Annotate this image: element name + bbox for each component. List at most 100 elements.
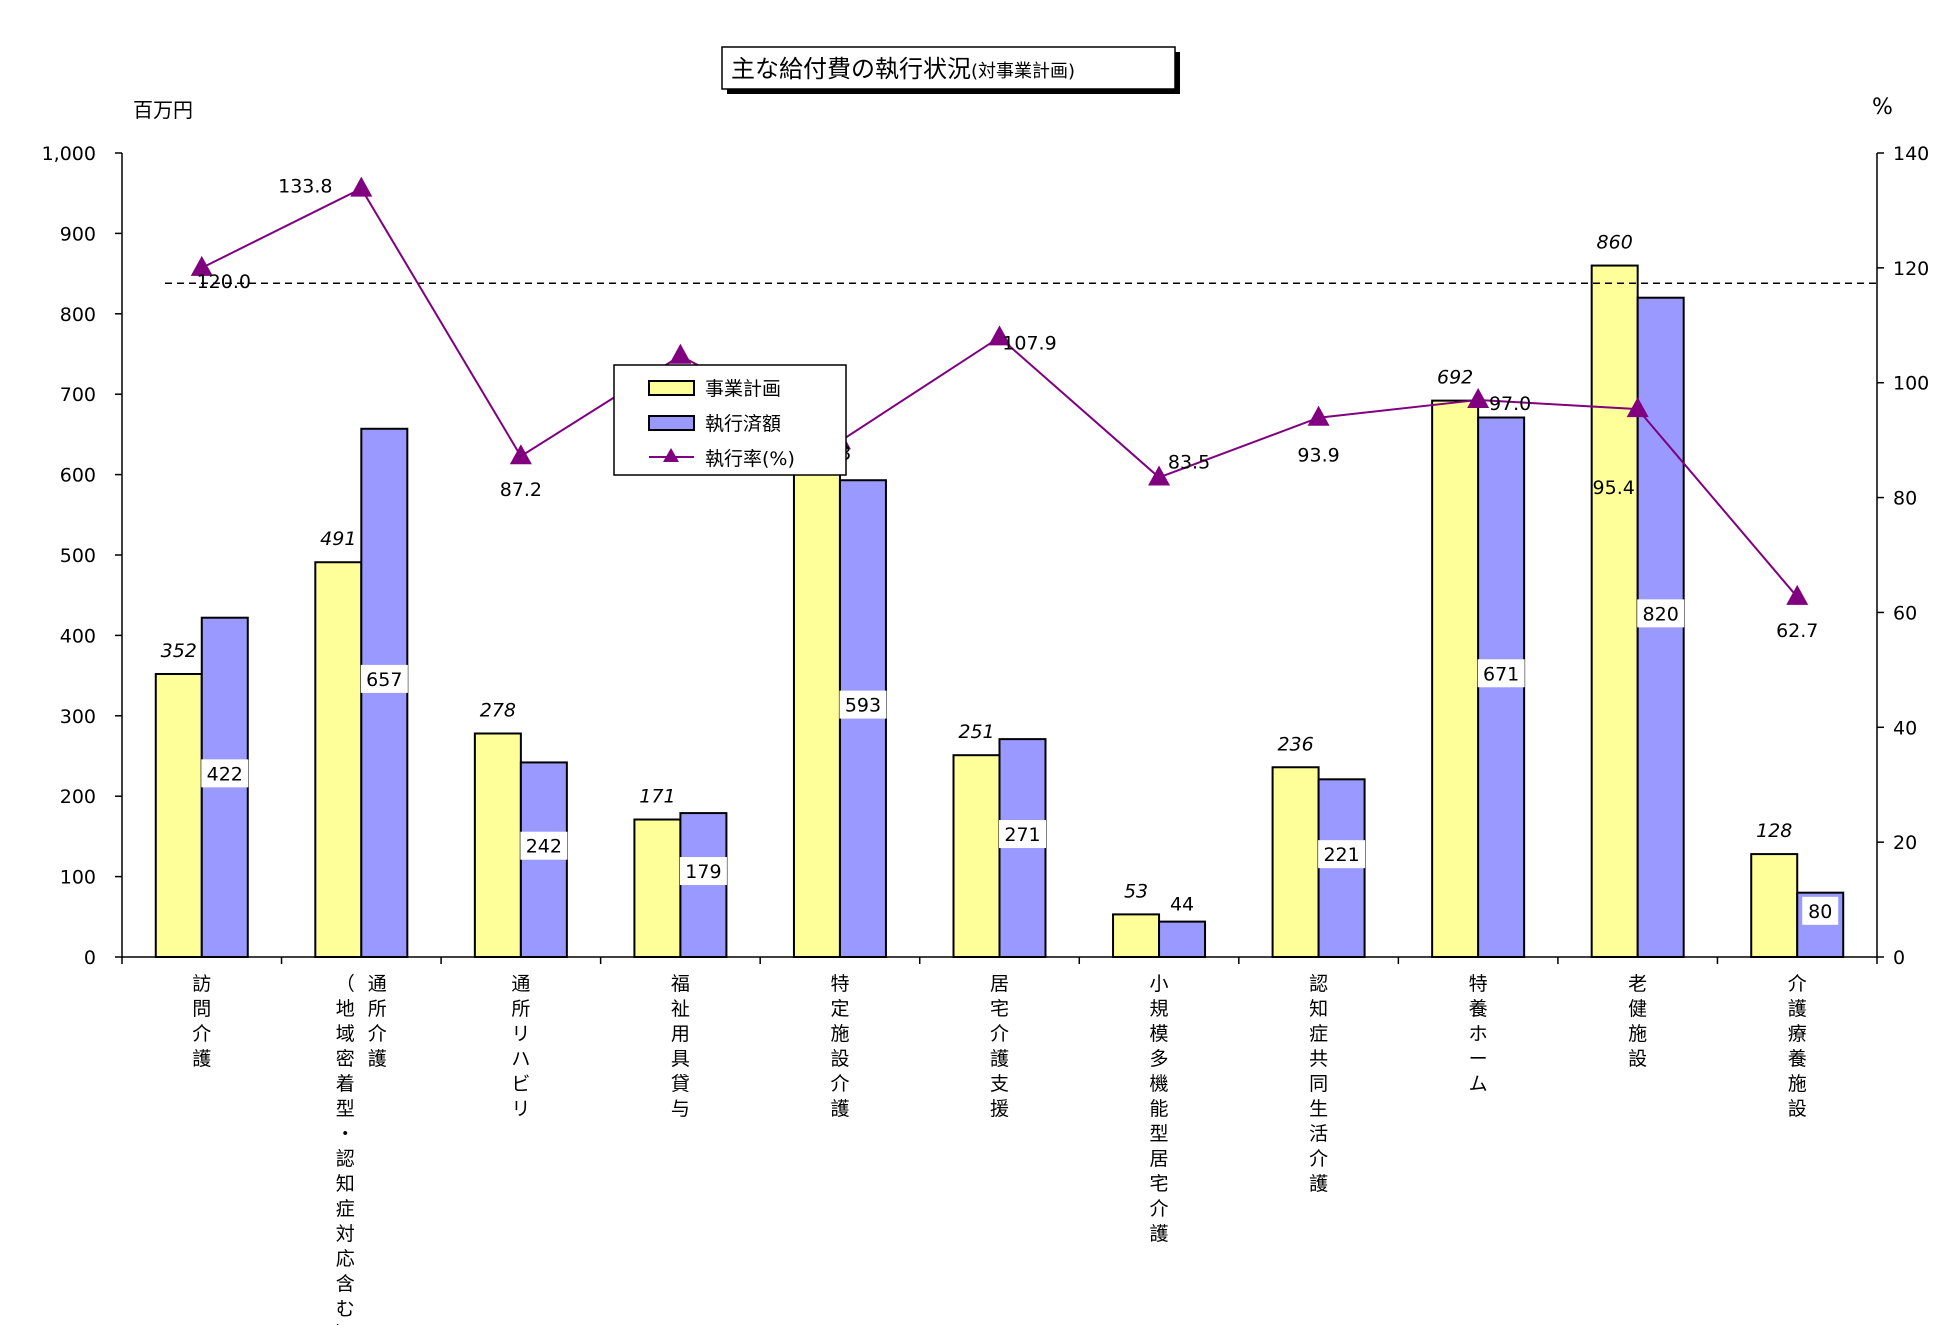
legend-swatch-executed [648, 415, 695, 431]
rate-marker [1467, 387, 1490, 408]
exec-label-bg [201, 759, 249, 788]
exec-label-bg [360, 664, 408, 693]
exec-value-label: 671 [1483, 663, 1519, 685]
exec-value-label: 44 [1170, 894, 1194, 916]
category-label: 介護療養施設 [1788, 973, 1807, 1120]
category-label: 小規模多機能型居宅介護 [1150, 973, 1169, 1245]
bar-plan [1431, 399, 1480, 958]
legend-label-rate: 執行率(%) [705, 448, 795, 470]
exec-value-label: 593 [845, 695, 881, 717]
legend-swatch-rate-marker [663, 448, 679, 462]
right-axis-unit: % [1872, 95, 1893, 120]
legend-label-plan: 事業計画 [705, 378, 781, 400]
rate-line [201, 187, 1798, 598]
exec-label-bg [1477, 659, 1525, 688]
exec-label-bg [679, 857, 727, 886]
rate-marker [1786, 584, 1809, 605]
exec-value-label: 242 [526, 836, 562, 858]
rate-marker [509, 444, 532, 465]
left-tick-label: 400 [60, 625, 96, 647]
right-tick-label: 120 [1893, 258, 1929, 280]
rate-marker [1307, 405, 1330, 426]
plan-value-label: 236 [1277, 733, 1313, 755]
exec-value-label: 221 [1323, 844, 1359, 866]
exec-value-label: 179 [685, 861, 721, 883]
plan-value-label: 251 [958, 721, 994, 743]
rate-marker [988, 325, 1011, 346]
left-tick-label: 800 [60, 304, 96, 326]
left-tick-label: 500 [60, 545, 96, 567]
category-label: 通所介護 [368, 973, 387, 1070]
category-label: 訪問介護 [192, 973, 211, 1070]
left-tick-label: 700 [60, 384, 96, 406]
category-label: （地域密着型・認知症対応含む） [336, 973, 355, 1325]
exec-value-label: 80 [1808, 901, 1832, 923]
exec-label-bg [999, 820, 1046, 849]
category-label: 居宅介護支援 [990, 973, 1009, 1120]
right-tick-label: 80 [1893, 488, 1917, 510]
rate-marker [1148, 465, 1171, 486]
right-tick-label: 140 [1893, 143, 1929, 165]
plan-value-label: 692 [1437, 367, 1473, 389]
plan-value-label: 491 [320, 528, 356, 550]
category-label: 特養ホーム [1469, 973, 1488, 1095]
category-label: 老健施設 [1628, 973, 1647, 1070]
rate-value-label: 133.8 [278, 176, 332, 198]
plan-value-label: 53 [1124, 880, 1148, 902]
plan-value-label: 860 [1597, 232, 1633, 254]
exec-label-bg [1318, 840, 1366, 869]
chart-subtitle: (対事業計画) [971, 61, 1075, 82]
legend-label-executed: 執行済額 [705, 413, 781, 435]
exec-label-bg [1637, 599, 1685, 628]
bar-plan [1590, 264, 1639, 958]
category-label: 特定施設介護 [830, 973, 849, 1120]
left-axis-unit: 百万円 [133, 98, 193, 122]
category-label: 通所リハビリ [511, 973, 530, 1120]
bar-plan [1112, 913, 1161, 958]
plan-value-label: 171 [639, 786, 675, 808]
bar-plan [1271, 766, 1320, 958]
left-tick-label: 100 [60, 867, 96, 889]
exec-label-bg [520, 831, 568, 860]
left-tick-label: 900 [60, 223, 96, 245]
exec-value-label: 422 [207, 763, 243, 785]
bar-plan [154, 672, 203, 958]
rate-marker [669, 343, 692, 364]
right-tick-label: 40 [1893, 717, 1917, 739]
left-tick-label: 200 [60, 786, 96, 808]
rate-value-label: 87.2 [500, 479, 542, 501]
exec-value-label: 271 [1004, 824, 1040, 846]
rate-value-label: 95.4 [1593, 477, 1635, 499]
bar-executed [1158, 920, 1207, 959]
exec-label-bg [1164, 889, 1201, 918]
title-box: 主な給付費の執行状況(対事業計画) [721, 46, 1180, 94]
left-tick-label: 1,000 [42, 143, 96, 165]
right-tick-label: 100 [1893, 373, 1929, 395]
left-tick-label: 300 [60, 706, 96, 728]
bar-plan [473, 732, 522, 958]
rate-value-label: 93.9 [1297, 445, 1339, 467]
left-tick-label: 600 [60, 465, 96, 487]
rate-value-label: 120.0 [197, 271, 251, 293]
bar-plan [952, 754, 1001, 958]
right-tick-label: 20 [1893, 832, 1917, 854]
chart-title: 主な給付費の執行状況 [731, 55, 971, 83]
exec-value-label: 820 [1643, 603, 1679, 625]
exec-label-bg [839, 690, 887, 719]
right-tick-label: 60 [1893, 602, 1917, 624]
legend-swatch-plan [648, 380, 695, 396]
bar-plan [1750, 853, 1799, 959]
plan-value-label: 278 [480, 699, 516, 721]
rate-value-label: 83.5 [1168, 451, 1210, 473]
plan-value-label: 352 [161, 640, 197, 662]
plan-value-label: 128 [1756, 820, 1792, 842]
bar-plan [314, 561, 363, 959]
rate-marker [1626, 397, 1649, 418]
exec-label-bg [1802, 896, 1839, 925]
svg-text:主な給付費の執行状況(対事業計画): 主な給付費の執行状況(対事業計画) [731, 55, 1075, 83]
rate-value-label: 97.0 [1489, 393, 1531, 415]
exec-value-label: 657 [366, 669, 402, 691]
right-tick-label: 0 [1893, 947, 1905, 969]
rate-value-label: 62.7 [1776, 620, 1818, 642]
